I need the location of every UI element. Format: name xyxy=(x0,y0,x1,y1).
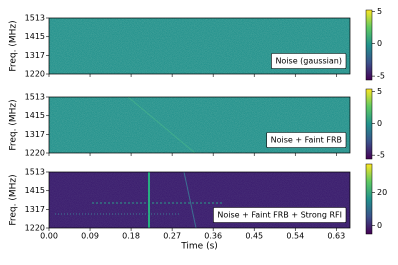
y-tick-label: 1513 xyxy=(25,168,45,177)
colorbar-tick-label: -5 xyxy=(377,72,385,81)
y-tick-label: 1415 xyxy=(25,186,45,195)
frb-signal xyxy=(127,96,196,154)
y-tick-label: 1220 xyxy=(25,149,45,158)
y-tick-label: 1220 xyxy=(25,70,45,79)
y-tick-label: 1415 xyxy=(25,111,45,120)
annotation-box xyxy=(271,53,347,69)
axes-frame xyxy=(48,171,351,229)
x-tick-label: 0.54 xyxy=(286,232,304,241)
y-tick-label: 1415 xyxy=(25,32,45,41)
colorbar xyxy=(365,88,373,160)
x-tick-label: 0.63 xyxy=(327,232,345,241)
colorbar xyxy=(365,9,373,81)
x-tick-label: 0.36 xyxy=(204,232,222,241)
axes-frame xyxy=(48,96,351,154)
y-tick-label: 1220 xyxy=(25,224,45,233)
y-tick-label: 1513 xyxy=(25,93,45,102)
x-tick-label: 0.18 xyxy=(122,232,140,241)
y-tick-label: 1513 xyxy=(25,14,45,23)
colorbar-tick-label: -5 xyxy=(377,151,385,160)
annotation-box xyxy=(213,207,347,223)
annotation: Noise + Faint FRB xyxy=(271,136,342,145)
y-axis-label: Freq. (MHz) xyxy=(9,99,19,150)
annotation: Noise (gaussian) xyxy=(275,57,342,66)
annotation: Noise + Faint FRB + Strong RFI xyxy=(217,211,342,220)
x-tick-label: 0.00 xyxy=(40,232,58,241)
colorbar-tick-label: 5 xyxy=(377,7,382,16)
colorbar xyxy=(365,163,373,235)
colorbar-tick-label: 0 xyxy=(377,221,382,230)
y-tick-label: 1317 xyxy=(25,205,45,214)
x-tick-label: 0.09 xyxy=(81,232,99,241)
colorbar-tick-label: 0 xyxy=(377,119,382,128)
colorbar-tick-label: 20 xyxy=(377,188,387,197)
axes-frame xyxy=(48,17,351,75)
y-axis-label: Freq. (MHz) xyxy=(9,174,19,225)
y-tick-label: 1317 xyxy=(25,130,45,139)
colorbar-tick-label: 5 xyxy=(377,87,382,96)
y-axis-label: Freq. (MHz) xyxy=(9,20,19,71)
x-tick-label: 0.45 xyxy=(245,232,263,241)
x-axis-label: Time (s) xyxy=(180,242,218,252)
x-tick-label: 0.27 xyxy=(163,232,181,241)
annotation-box xyxy=(266,132,347,148)
frb-signal xyxy=(183,171,197,229)
y-tick-label: 1317 xyxy=(25,51,45,60)
colorbar-tick-label: 0 xyxy=(377,39,382,48)
